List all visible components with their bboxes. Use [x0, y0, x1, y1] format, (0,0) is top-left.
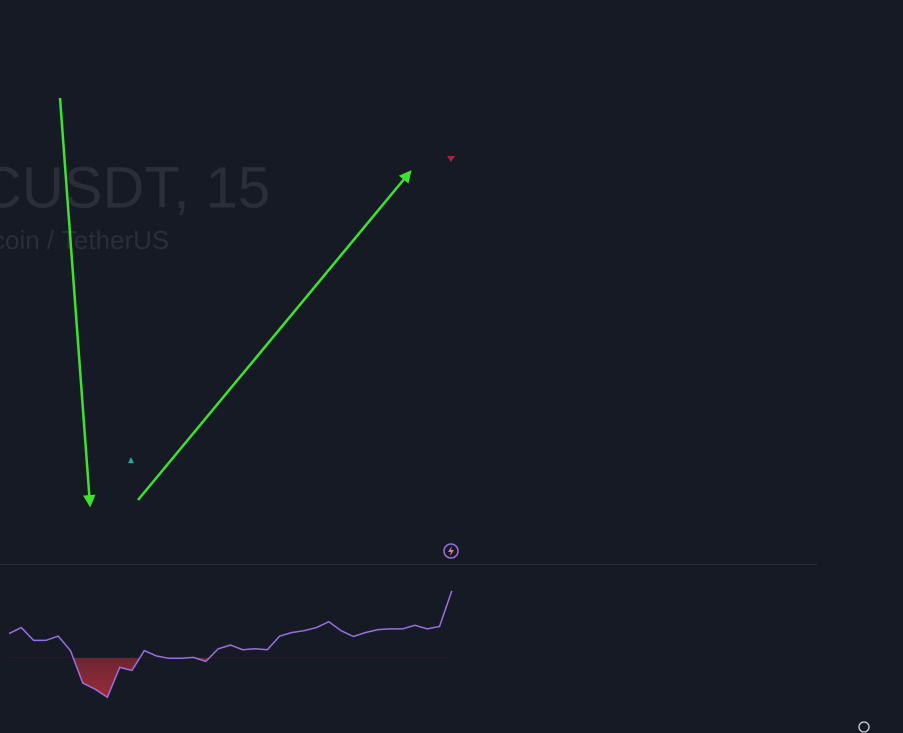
event-icon-bolt: [448, 546, 454, 556]
settings-icon[interactable]: [858, 721, 870, 733]
pane-separator: [0, 564, 817, 565]
watermark-name: coin / TetherUS: [0, 225, 169, 255]
rsi-oversold-area: [73, 657, 210, 698]
drawn-arrow: [137, 170, 412, 501]
event-icon[interactable]: [443, 543, 459, 559]
marker: [447, 156, 455, 162]
watermark-symbol: CUSDT, 15: [0, 155, 270, 220]
marker: [128, 457, 134, 463]
drawn-arrow: [58, 97, 96, 508]
rsi-line: [8, 590, 453, 699]
